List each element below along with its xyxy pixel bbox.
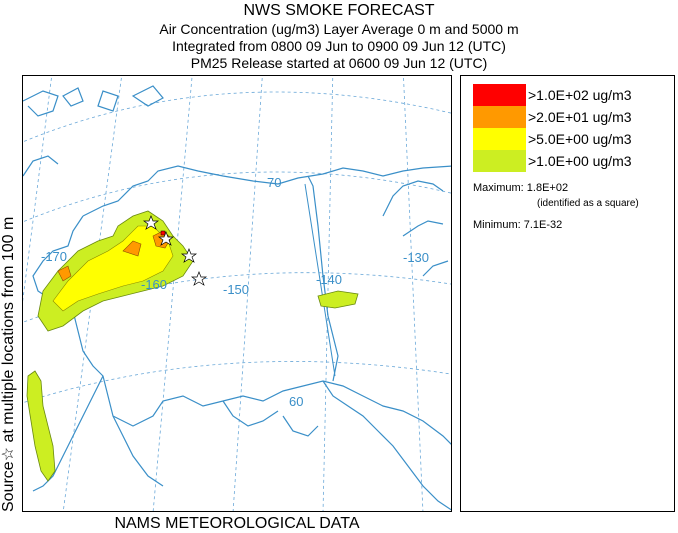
map-canvas: -170 -160 -150 -140 -130 70 60: [23, 76, 451, 511]
legend-panel: >1.0E+02 ug/m3 >2.0E+01 ug/m3 >5.0E+00 u…: [460, 75, 675, 512]
lon-label-170: -170: [41, 249, 67, 264]
source-star-2: [157, 231, 175, 246]
graticule: [23, 76, 451, 511]
smoke-high-area-3: [57, 265, 72, 282]
lon-label-140: -140: [316, 272, 342, 287]
source-markers: [142, 215, 208, 286]
smoke-plume-moderate: [52, 225, 174, 312]
legend-item-level4: >1.0E+02 ug/m3: [473, 84, 632, 106]
legend-swatch-orange: [473, 106, 526, 128]
minimum-value: Minimum: 7.1E-32: [473, 219, 563, 231]
source-star-4: [190, 271, 208, 286]
legend-swatch-green: [473, 150, 526, 172]
source-star-1: [142, 215, 160, 230]
smoke-map: -170 -160 -150 -140 -130 70 60: [22, 75, 452, 512]
smoke-plume-southwest: [26, 370, 56, 482]
legend-label: >1.0E+00 ug/m3: [528, 153, 632, 169]
legend-label: >1.0E+02 ug/m3: [528, 87, 632, 103]
legend-item-level3: >2.0E+01 ug/m3: [473, 106, 632, 128]
smoke-plume-east: [317, 290, 359, 309]
lon-label-130: -130: [403, 250, 429, 265]
lat-label-60: 60: [289, 394, 303, 409]
legend-item-level1: >1.0E+00 ug/m3: [473, 150, 632, 172]
subtitle-integration: Integrated from 0800 09 Jun to 0900 09 J…: [172, 38, 506, 54]
coastline: [23, 85, 451, 511]
subtitle-concentration: Air Concentration (ug/m3) Layer Average …: [159, 21, 519, 37]
maximum-value: Maximum: 1.8E+02: [473, 182, 569, 194]
legend-label: >5.0E+00 ug/m3: [528, 131, 632, 147]
source-star-3: [180, 248, 198, 263]
maximum-marker: [160, 230, 166, 236]
lat-label-70: 70: [267, 175, 281, 190]
lon-label-150: -150: [223, 282, 249, 297]
legend-swatch-red: [473, 84, 526, 106]
subtitle-release: PM25 Release started at 0600 09 Jun 12 (…: [190, 55, 488, 71]
lon-label-160: -160: [141, 277, 167, 292]
legend-label: >2.0E+01 ug/m3: [528, 109, 632, 125]
border-line: [304, 183, 336, 377]
source-locations-label: Source☆ at multiple locations from 100 m: [0, 216, 17, 512]
legend-swatch-yellow: [473, 128, 526, 150]
maximum-note: (identified as a square): [537, 198, 639, 209]
graticule-labels: -170 -160 -150 -140 -130 70 60: [41, 175, 429, 409]
legend-item-level2: >5.0E+00 ug/m3: [473, 128, 632, 150]
met-data-label: NAMS METEOROLOGICAL DATA: [114, 515, 360, 532]
forecast-title: NWS SMOKE FORECAST: [243, 2, 435, 19]
smoke-high-area-1: [122, 240, 142, 257]
